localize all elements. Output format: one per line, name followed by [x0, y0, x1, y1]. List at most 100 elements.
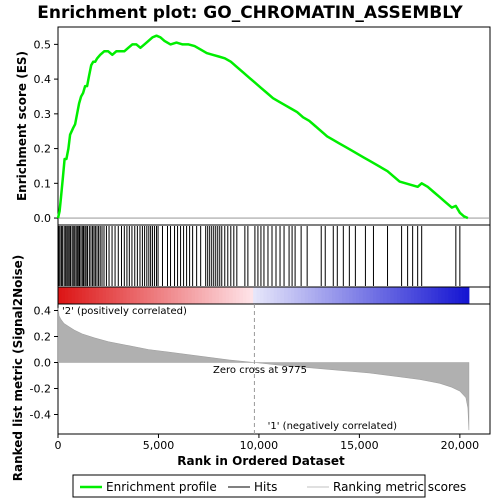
- metric-ytick-label: 0.4: [34, 305, 52, 318]
- color-bar-segment: [281, 287, 285, 304]
- color-bar-segment: [370, 287, 374, 304]
- color-bar-segment: [226, 287, 230, 304]
- es-ylabel: Enrichment score (ES): [15, 51, 29, 201]
- color-bar-segment: [322, 287, 326, 304]
- color-bar-segment: [171, 287, 175, 304]
- color-bar-segment: [373, 287, 377, 304]
- color-bar-segment: [287, 287, 291, 304]
- color-bar-segment: [445, 287, 449, 304]
- color-bar-segment: [407, 287, 411, 304]
- color-bar-segment: [202, 287, 206, 304]
- color-bar-segment: [58, 287, 62, 304]
- color-bar-segment: [394, 287, 398, 304]
- color-bar-segment: [79, 287, 83, 304]
- color-bar-segment: [233, 287, 237, 304]
- color-bar-segment: [455, 287, 459, 304]
- x-tick-label: 20,000: [441, 439, 480, 452]
- color-bar-segment: [267, 287, 271, 304]
- color-bar-segment: [75, 287, 79, 304]
- es-ytick-label: 0.4: [34, 73, 52, 86]
- color-bar-segment: [277, 287, 281, 304]
- metric-ylabel: Ranked list metric (Signal2Noise): [11, 255, 25, 482]
- color-bar-segment: [418, 287, 422, 304]
- color-bar-segment: [250, 287, 254, 304]
- color-bar-segment: [174, 287, 178, 304]
- legend-label: Ranking metric scores: [333, 480, 466, 494]
- color-bar-segment: [144, 287, 148, 304]
- color-bar-segment: [305, 287, 309, 304]
- color-bar-segment: [99, 287, 103, 304]
- color-bar-segment: [246, 287, 250, 304]
- color-bar-segment: [263, 287, 267, 304]
- legend: Enrichment profile Hits Ranking metric sco…: [80, 480, 466, 494]
- ranking-color-bar: [58, 287, 469, 304]
- hits-panel-frame: [58, 225, 490, 287]
- color-bar-segment: [387, 287, 391, 304]
- es-ytick-label: 0.5: [34, 38, 52, 51]
- metric-ytick-label: -0.4: [30, 409, 51, 422]
- metric-y-axis: -0.4 -0.2 0.0 0.2 0.4: [30, 305, 58, 422]
- color-bar-segment: [424, 287, 428, 304]
- color-bar-segment: [89, 287, 93, 304]
- color-bar-segment: [342, 287, 346, 304]
- es-panel-frame: [58, 27, 490, 225]
- color-bar-segment: [106, 287, 110, 304]
- es-y-axis: 0.0 0.1 0.2 0.3 0.4 0.5: [34, 38, 59, 225]
- color-bar-segment: [291, 287, 295, 304]
- color-bar-segment: [301, 287, 305, 304]
- color-bar-segment: [462, 287, 466, 304]
- color-bar-segment: [205, 287, 209, 304]
- color-bar-segment: [315, 287, 319, 304]
- color-bar-segment: [212, 287, 216, 304]
- color-bar-segment: [181, 287, 185, 304]
- x-tick-label: 10,000: [240, 439, 279, 452]
- color-bar-segment: [157, 287, 161, 304]
- color-bar-segment: [168, 287, 172, 304]
- x-tick-label: 15,000: [340, 439, 379, 452]
- es-ytick-label: 0.2: [34, 143, 52, 156]
- color-bar-segment: [195, 287, 199, 304]
- color-bar-segment: [257, 287, 261, 304]
- color-bar-segment: [404, 287, 408, 304]
- color-bar-segment: [284, 287, 288, 304]
- color-bar-segment: [318, 287, 322, 304]
- color-bar-segment: [164, 287, 168, 304]
- color-bar-segment: [126, 287, 130, 304]
- color-bar-segment: [308, 287, 312, 304]
- metric-ytick-label: 0.2: [34, 331, 52, 344]
- color-bar-segment: [397, 287, 401, 304]
- legend-label: Hits: [254, 480, 277, 494]
- color-bar-segment: [85, 287, 89, 304]
- color-bar-segment: [452, 287, 456, 304]
- color-bar-segment: [243, 287, 247, 304]
- x-tick-label: 5,000: [143, 439, 175, 452]
- color-bar-segment: [96, 287, 100, 304]
- chart-title: Enrichment plot: GO_CHROMATIN_ASSEMBLY: [37, 3, 463, 23]
- color-bar-segment: [442, 287, 446, 304]
- color-bar-segment: [192, 287, 196, 304]
- color-bar-segment: [435, 287, 439, 304]
- color-bar-segment: [92, 287, 96, 304]
- color-bar-segment: [428, 287, 432, 304]
- color-bar-segment: [438, 287, 442, 304]
- color-bar-segment: [123, 287, 127, 304]
- color-bar-segment: [130, 287, 134, 304]
- color-bar-segment: [359, 287, 363, 304]
- color-bar-segment: [185, 287, 189, 304]
- color-bar-segment: [150, 287, 154, 304]
- color-bar-segment: [137, 287, 141, 304]
- color-bar-segment: [161, 287, 165, 304]
- metric-ytick-label: -0.2: [30, 383, 51, 396]
- color-bar-segment: [325, 287, 329, 304]
- color-bar-segment: [329, 287, 333, 304]
- color-bar-segment: [298, 287, 302, 304]
- color-bar-segment: [116, 287, 120, 304]
- color-bar-segment: [421, 287, 425, 304]
- color-bar-segment: [390, 287, 394, 304]
- es-ytick-label: 0.0: [34, 212, 52, 225]
- color-bar-segment: [459, 287, 463, 304]
- color-bar-segment: [133, 287, 137, 304]
- color-bar-segment: [236, 287, 240, 304]
